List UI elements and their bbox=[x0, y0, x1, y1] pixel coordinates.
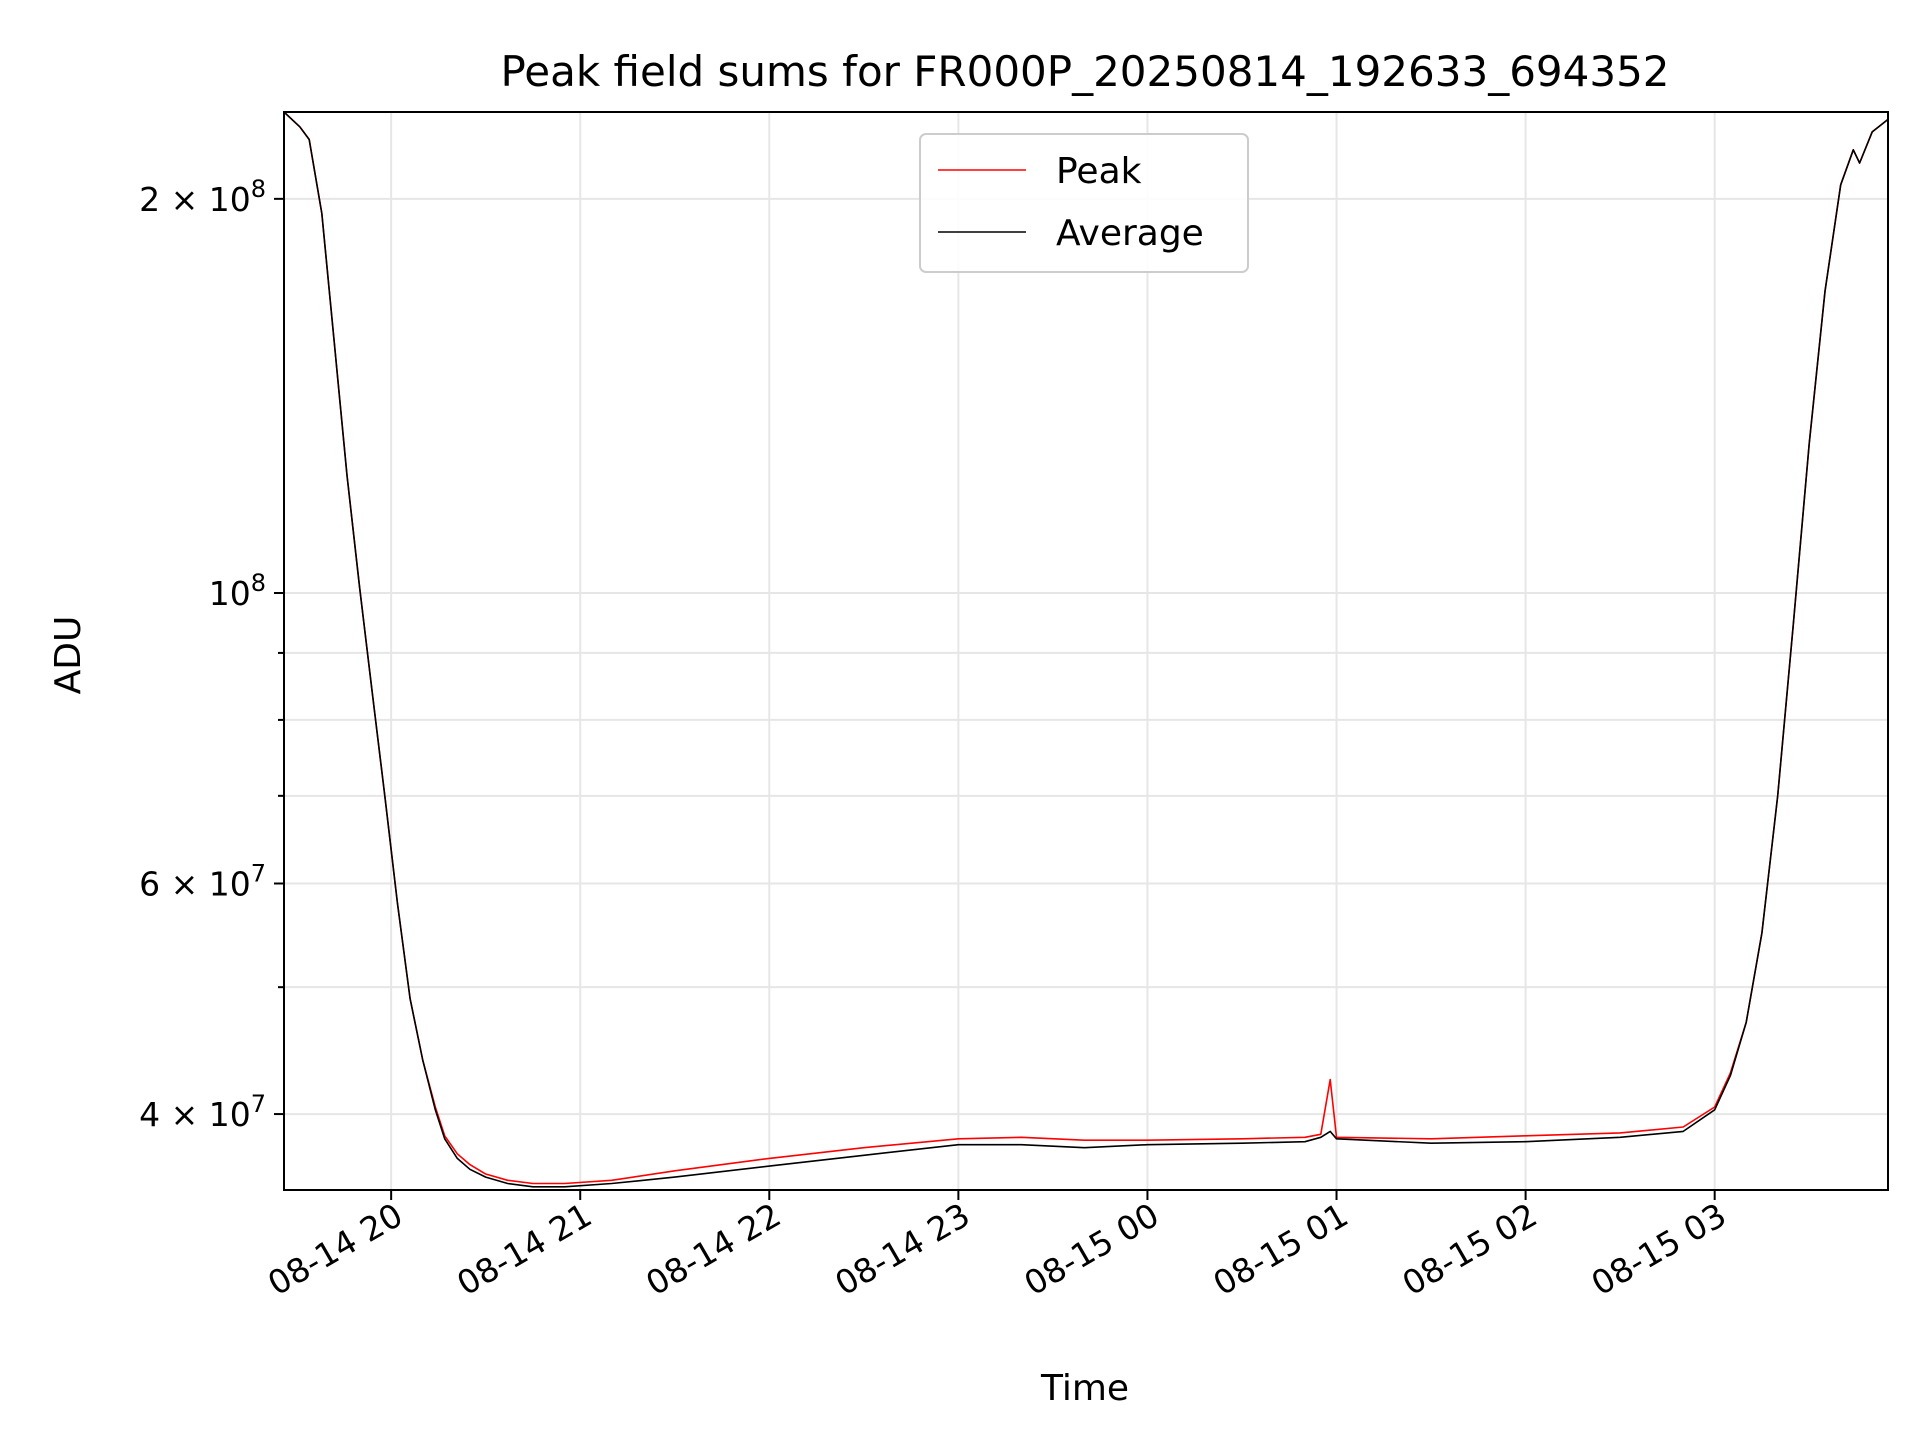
x-tick-label: 08-14 21 bbox=[450, 1195, 598, 1303]
x-tick-label: 08-14 20 bbox=[261, 1195, 409, 1303]
x-tick-label: 08-15 03 bbox=[1585, 1195, 1733, 1303]
legend: Peak Average bbox=[919, 133, 1249, 273]
x-axis: 08-14 20 08-14 21 08-14 22 08-14 23 08-15 00… bbox=[261, 1190, 1733, 1303]
x-axis-label: Time bbox=[1040, 1368, 1129, 1409]
y-tick-label: 4 × 107 bbox=[139, 1090, 266, 1134]
legend-label-average: Average bbox=[1056, 213, 1204, 254]
y-tick-label: 108 bbox=[209, 569, 266, 613]
legend-label-peak: Peak bbox=[1056, 151, 1142, 192]
x-tick-label: 08-15 00 bbox=[1017, 1195, 1165, 1303]
x-tick-label: 08-14 22 bbox=[639, 1195, 787, 1303]
x-tick-label: 08-15 02 bbox=[1396, 1195, 1544, 1303]
grid bbox=[284, 112, 1888, 1190]
chart-title: Peak field sums for FR000P_20250814_1926… bbox=[500, 47, 1669, 96]
x-tick-label: 08-14 23 bbox=[828, 1195, 976, 1303]
y-axis-label: ADU bbox=[48, 616, 89, 695]
legend-box bbox=[919, 133, 1249, 273]
series-line-average bbox=[284, 112, 1888, 1188]
plot-frame bbox=[283, 111, 1889, 1191]
y-tick-label: 6 × 107 bbox=[139, 859, 266, 903]
series-lines bbox=[284, 112, 1888, 1188]
y-tick-label: 2 × 108 bbox=[139, 175, 266, 219]
x-tick-label: 08-15 01 bbox=[1207, 1195, 1355, 1303]
y-axis: 4 × 107 6 × 107 108 2 × 108 bbox=[139, 175, 284, 1134]
